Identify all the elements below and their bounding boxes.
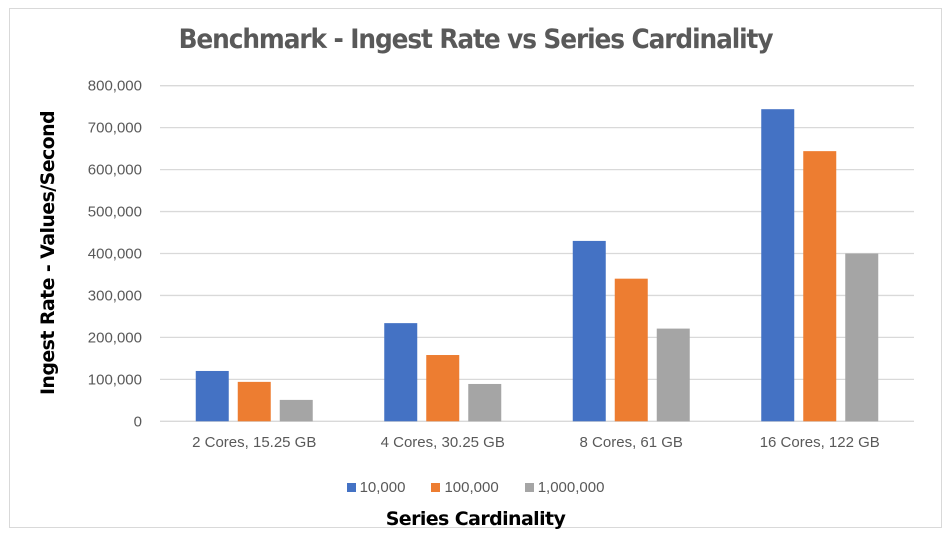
x-tick-label: 2 Cores, 15.25 GB <box>192 434 316 451</box>
x-axis-label: Series Cardinality <box>385 508 566 530</box>
bar <box>845 253 879 422</box>
y-tick-label: 600,000 <box>88 162 142 179</box>
bar <box>195 370 229 422</box>
bar <box>468 383 502 422</box>
legend-swatch <box>524 483 534 492</box>
bar <box>656 328 690 422</box>
legend-swatch <box>346 483 356 492</box>
chart-title: Benchmark - Ingest Rate vs Series Cardin… <box>178 24 774 55</box>
bar <box>426 355 460 422</box>
y-tick-label: 200,000 <box>88 329 142 346</box>
y-tick-label: 400,000 <box>88 246 142 263</box>
legend-swatch <box>431 483 441 492</box>
bar <box>384 323 418 422</box>
legend-item-100000: 100,000 <box>431 479 499 496</box>
y-tick-label: 100,000 <box>88 371 142 388</box>
legend-label: 1,000,000 <box>537 479 605 496</box>
bar <box>572 240 606 422</box>
legend-label: 100,000 <box>444 479 499 496</box>
x-tick-label: 16 Cores, 122 GB <box>760 434 880 451</box>
legend-item-1000000: 1,000,000 <box>524 479 605 496</box>
legend-label: 10,000 <box>359 479 406 496</box>
y-tick-label: 0 <box>134 413 142 430</box>
bar <box>614 278 648 422</box>
bar <box>279 399 313 422</box>
y-tick-label: 700,000 <box>88 120 142 137</box>
legend: 10,000 100,000 1,000,000 <box>0 479 951 496</box>
y-tick-label: 500,000 <box>88 204 142 221</box>
x-tick-label: 4 Cores, 30.25 GB <box>381 434 505 451</box>
y-tick-label: 800,000 <box>88 78 142 95</box>
bar <box>237 381 271 422</box>
bar <box>803 151 837 422</box>
legend-item-10000: 10,000 <box>346 479 406 496</box>
x-tick-label: 8 Cores, 61 GB <box>580 434 683 451</box>
y-tick-label: 300,000 <box>88 287 142 304</box>
bar <box>761 109 795 422</box>
